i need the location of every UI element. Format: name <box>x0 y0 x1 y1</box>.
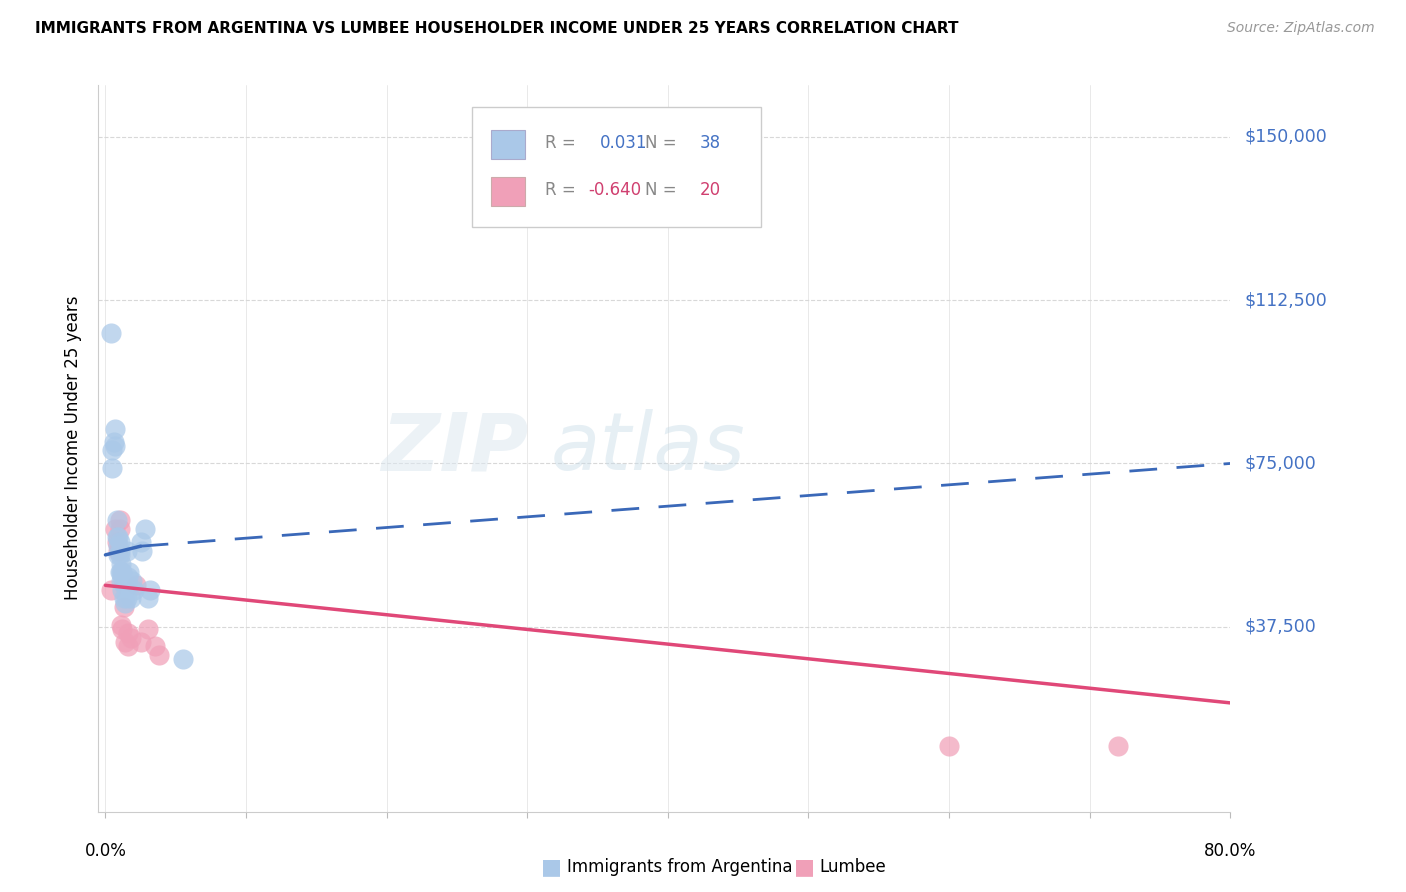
Point <box>101 460 124 475</box>
Point <box>107 548 129 562</box>
Point <box>110 557 132 571</box>
Text: 0.031: 0.031 <box>600 134 647 152</box>
Point <box>108 548 131 562</box>
Point <box>112 578 135 592</box>
Text: -0.640: -0.640 <box>589 181 641 199</box>
Point <box>100 326 122 340</box>
Text: ■: ■ <box>794 857 815 877</box>
Text: $37,500: $37,500 <box>1244 618 1316 636</box>
Text: 20: 20 <box>699 181 720 199</box>
Point <box>129 635 152 649</box>
Text: 0.0%: 0.0% <box>84 842 127 860</box>
Text: $150,000: $150,000 <box>1244 128 1327 146</box>
Point <box>111 622 134 636</box>
Point <box>121 574 143 588</box>
Point <box>110 617 132 632</box>
Point <box>131 543 153 558</box>
Point <box>112 600 135 615</box>
Point <box>115 591 138 606</box>
Text: 38: 38 <box>699 134 720 152</box>
Text: ZIP: ZIP <box>381 409 529 487</box>
Point <box>136 622 159 636</box>
Text: Immigrants from Argentina: Immigrants from Argentina <box>567 858 792 876</box>
Point <box>111 569 134 583</box>
Point <box>139 582 162 597</box>
Point <box>108 513 131 527</box>
Point <box>104 422 127 436</box>
Point <box>110 574 132 588</box>
Point <box>104 522 127 536</box>
Point <box>101 443 124 458</box>
Point <box>117 578 139 592</box>
Point <box>104 439 127 453</box>
Point <box>120 631 142 645</box>
Point <box>938 739 960 754</box>
Point <box>129 534 152 549</box>
Text: Lumbee: Lumbee <box>820 858 886 876</box>
Bar <box>491 178 524 206</box>
Point <box>111 566 134 580</box>
Point <box>108 543 131 558</box>
Text: $75,000: $75,000 <box>1244 454 1316 473</box>
Point <box>105 531 128 545</box>
Point <box>107 539 129 553</box>
Point <box>103 434 125 449</box>
Point <box>120 591 142 606</box>
Text: Source: ZipAtlas.com: Source: ZipAtlas.com <box>1227 21 1375 36</box>
Y-axis label: Householder Income Under 25 years: Householder Income Under 25 years <box>65 296 83 600</box>
Point <box>118 566 141 580</box>
Point <box>111 582 134 597</box>
Point <box>108 534 131 549</box>
Text: R =: R = <box>546 134 576 152</box>
Point <box>114 635 136 649</box>
Point <box>122 582 145 597</box>
Bar <box>491 130 524 159</box>
Point <box>148 648 170 662</box>
Point <box>117 640 139 654</box>
Point <box>134 522 156 536</box>
Point <box>110 566 132 580</box>
Point <box>125 578 148 592</box>
Point <box>100 582 122 597</box>
Point <box>172 652 194 666</box>
Text: atlas: atlas <box>551 409 747 487</box>
Point <box>115 543 138 558</box>
FancyBboxPatch shape <box>472 106 761 227</box>
Point <box>114 596 136 610</box>
Point <box>117 569 139 583</box>
Text: N =: N = <box>645 134 676 152</box>
Point <box>107 531 129 545</box>
Text: R =: R = <box>546 181 576 199</box>
Text: ■: ■ <box>541 857 562 877</box>
Point <box>105 534 128 549</box>
Text: IMMIGRANTS FROM ARGENTINA VS LUMBEE HOUSEHOLDER INCOME UNDER 25 YEARS CORRELATIO: IMMIGRANTS FROM ARGENTINA VS LUMBEE HOUS… <box>35 21 959 37</box>
Text: 80.0%: 80.0% <box>1204 842 1257 860</box>
Point <box>107 543 129 558</box>
Point <box>108 566 131 580</box>
Text: N =: N = <box>645 181 676 199</box>
Text: $112,500: $112,500 <box>1244 291 1327 310</box>
Point <box>136 591 159 606</box>
Point <box>1107 739 1129 754</box>
Point <box>105 513 128 527</box>
Point <box>112 591 135 606</box>
Point <box>117 626 139 640</box>
Point <box>143 640 166 654</box>
Point <box>108 522 131 536</box>
